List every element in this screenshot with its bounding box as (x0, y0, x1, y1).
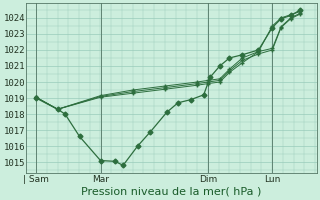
X-axis label: Pression niveau de la mer( hPa ): Pression niveau de la mer( hPa ) (81, 187, 262, 197)
